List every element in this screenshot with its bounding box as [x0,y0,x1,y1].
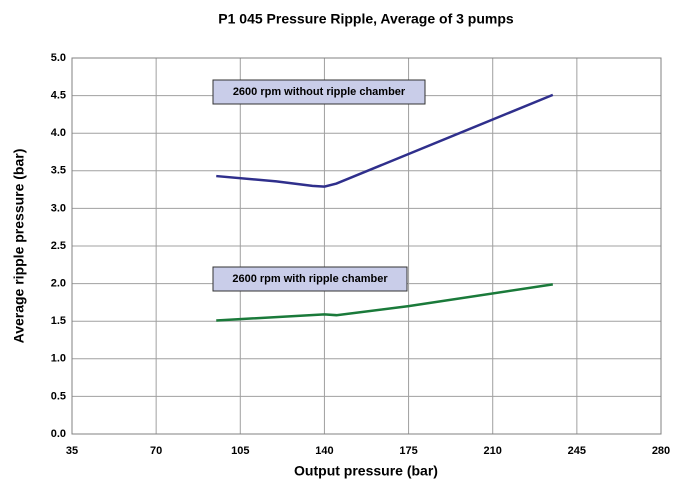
series-line [216,93,554,188]
plot-border [71,57,662,435]
series-line [216,283,554,322]
x-tick-label: 105 [231,445,249,457]
x-tick-label: 140 [315,445,333,457]
y-tick-label: 4.5 [51,90,66,102]
y-axis-label: Average ripple pressure (bar) [11,149,27,344]
x-tick-label: 70 [150,445,162,457]
y-tick-label: 0.0 [51,428,66,440]
x-tick-label: 280 [652,445,670,457]
y-tick-label: 1.5 [51,315,66,327]
y-tick-label: 5.0 [51,52,66,64]
x-tick-label: 245 [568,445,586,457]
legend-label: 2600 rpm without ripple chamber [233,86,406,98]
y-tick-label: 1.0 [51,353,66,365]
y-tick-label: 4.0 [51,127,66,139]
y-tick-label: 0.5 [51,390,66,402]
y-tick-label: 2.0 [51,278,66,290]
x-tick-label: 210 [484,445,502,457]
x-tick-label: 175 [399,445,417,457]
y-tick-label: 2.5 [51,240,66,252]
y-tick-label: 3.0 [51,202,66,214]
y-tick-label: 3.5 [51,165,66,177]
x-axis-label: Output pressure (bar) [294,463,438,479]
chart-title: P1 045 Pressure Ripple, Average of 3 pum… [218,11,514,27]
x-tick-label: 35 [66,445,78,457]
legend-box [212,79,426,105]
legend-label: 2600 rpm with ripple chamber [232,273,388,285]
legend-box [212,266,408,292]
